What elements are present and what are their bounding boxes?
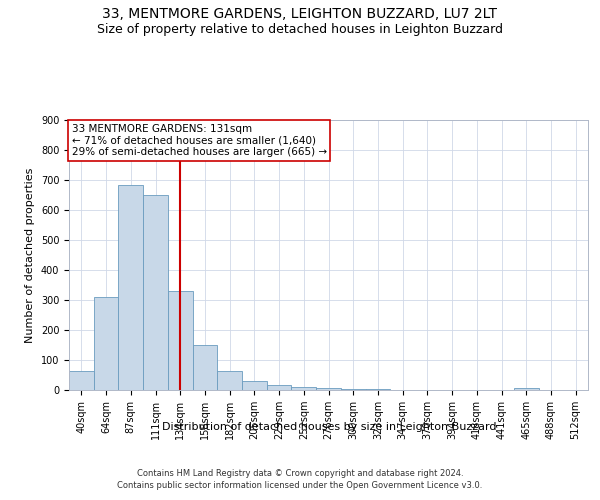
Bar — [143, 195, 168, 390]
Bar — [267, 384, 292, 390]
Bar — [365, 389, 390, 390]
Bar — [341, 388, 365, 390]
Text: Distribution of detached houses by size in Leighton Buzzard: Distribution of detached houses by size … — [161, 422, 496, 432]
Bar — [217, 370, 242, 390]
Bar — [292, 387, 316, 390]
Bar — [242, 381, 267, 390]
Bar — [168, 291, 193, 390]
Text: Contains HM Land Registry data © Crown copyright and database right 2024.: Contains HM Land Registry data © Crown c… — [137, 469, 463, 478]
Bar — [94, 297, 118, 390]
Bar — [193, 345, 217, 390]
Text: 33, MENTMORE GARDENS, LEIGHTON BUZZARD, LU7 2LT: 33, MENTMORE GARDENS, LEIGHTON BUZZARD, … — [103, 8, 497, 22]
Bar — [118, 184, 143, 390]
Bar — [514, 388, 539, 390]
Bar — [316, 388, 341, 390]
Y-axis label: Number of detached properties: Number of detached properties — [25, 168, 35, 342]
Text: Size of property relative to detached houses in Leighton Buzzard: Size of property relative to detached ho… — [97, 22, 503, 36]
Bar — [69, 372, 94, 390]
Text: 33 MENTMORE GARDENS: 131sqm
← 71% of detached houses are smaller (1,640)
29% of : 33 MENTMORE GARDENS: 131sqm ← 71% of det… — [71, 124, 327, 157]
Text: Contains public sector information licensed under the Open Government Licence v3: Contains public sector information licen… — [118, 481, 482, 490]
